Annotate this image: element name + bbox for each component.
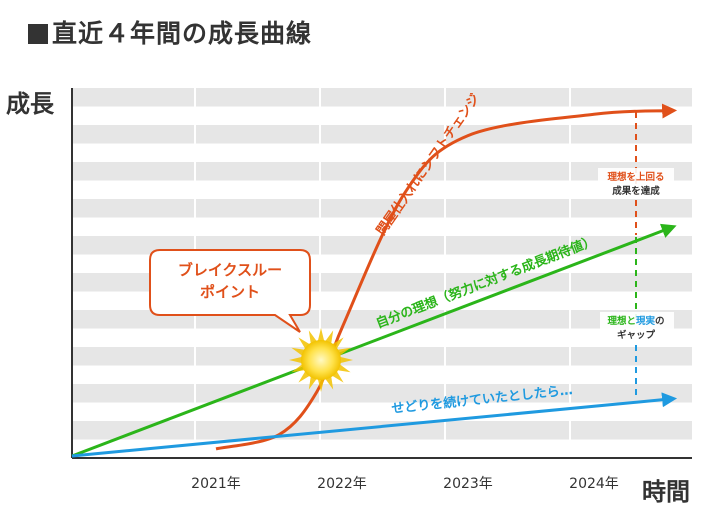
title-square-icon <box>28 24 48 44</box>
grid-band <box>72 421 692 440</box>
page-title: 直近４年間の成長曲線 <box>28 14 312 50</box>
axes <box>71 88 692 459</box>
breakthrough-sun-icon <box>289 328 353 392</box>
series-line-1 <box>71 223 677 458</box>
gap-note: 理想と現実の ギャップ <box>600 312 674 342</box>
series-lines <box>71 103 678 458</box>
grid-band <box>72 199 692 218</box>
x-tick-label: 2023年 <box>443 476 493 492</box>
gap-part-ideal: 理想と <box>607 315 636 327</box>
grid-band <box>72 347 692 366</box>
gap-part-reality: 現実 <box>636 315 656 327</box>
grid-band <box>72 162 692 181</box>
series-line-0 <box>215 103 678 451</box>
grid-band <box>72 88 692 107</box>
grid-bands <box>72 88 692 440</box>
ideal-over-line-1: 理想を上回る <box>607 171 664 183</box>
bubble-line-1: ブレイクスルー <box>178 261 282 279</box>
bubble-line-2: ポイント <box>200 283 260 301</box>
gap-line-2: ギャップ <box>617 329 656 341</box>
series-line-2 <box>71 392 678 458</box>
gap-line-1: 理想と現実の <box>607 315 664 327</box>
gap-part-no: の <box>655 316 665 327</box>
ideal-over-note: 理想を上回る 成果を達成 <box>598 168 674 198</box>
y-axis-label: 成長 <box>6 90 54 118</box>
grid-band <box>72 125 692 144</box>
x-tick-label: 2021年 <box>191 476 241 492</box>
x-tick-label: 2022年 <box>317 476 367 492</box>
ideal-over-line-2: 成果を達成 <box>612 185 660 197</box>
grid-band <box>72 384 692 403</box>
x-axis-label: 時間 <box>642 478 690 506</box>
grid-verticals <box>194 88 571 458</box>
x-tick-label: 2024年 <box>569 476 619 492</box>
x-tick-labels: 2021年 2022年 2023年 2024年 <box>191 476 619 492</box>
breakthrough-bubble: ブレイクスルー ポイント <box>149 249 311 333</box>
